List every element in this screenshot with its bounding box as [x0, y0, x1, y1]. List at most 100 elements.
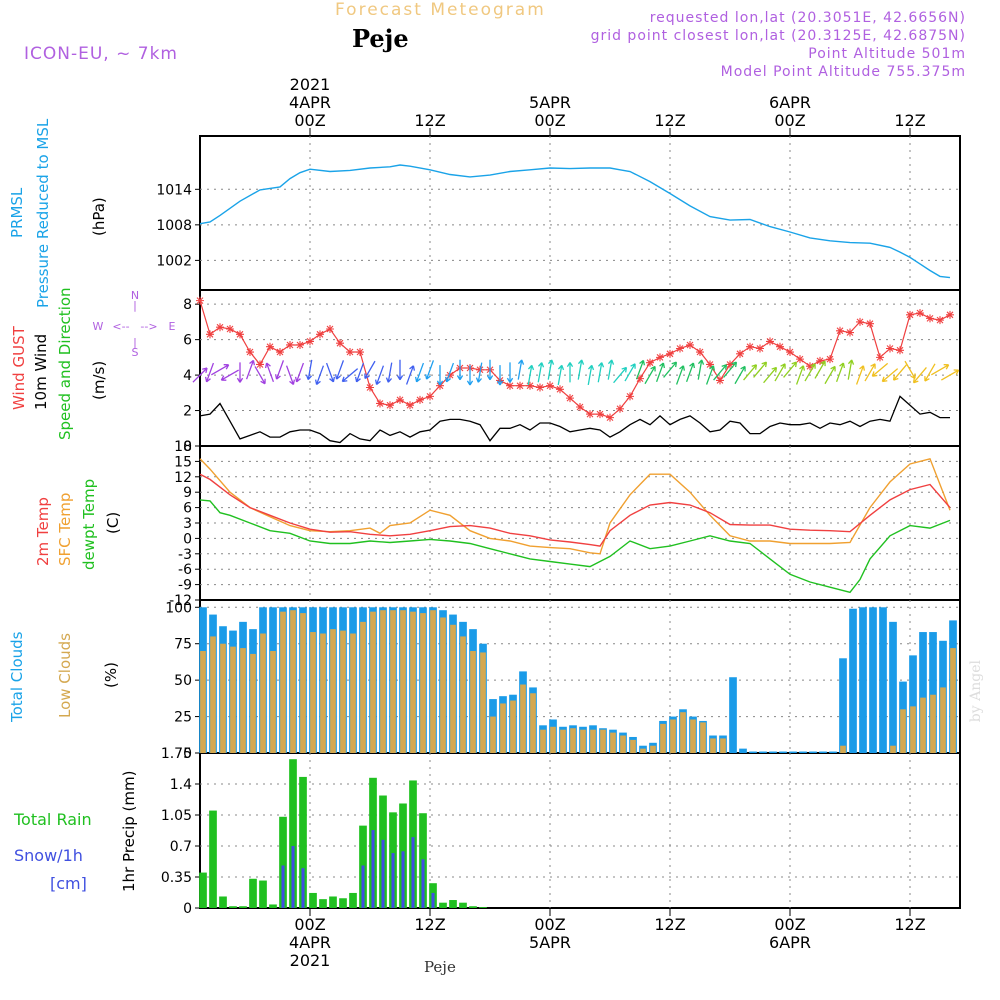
total-cloud-bar: [739, 748, 747, 753]
gust-marker: [636, 374, 644, 383]
total-cloud-bar: [759, 751, 767, 753]
low-cloud-bar: [360, 621, 366, 753]
wind-direction-arrow: [871, 362, 889, 377]
low-cloud-bar: [460, 636, 466, 753]
wind-direction-arrow: [783, 361, 798, 378]
bottom-time-label: 00Z: [294, 915, 325, 934]
rain-bar: [219, 896, 227, 908]
bottom-time-label: 12Z: [414, 915, 445, 934]
rain-bar: [479, 907, 487, 908]
ytick-label-pressure: 1014: [156, 182, 192, 198]
wind-direction-arrow: [713, 364, 728, 381]
low-cloud-bar: [560, 729, 566, 753]
wind-direction-arrow: [743, 364, 758, 381]
gust-marker: [856, 317, 864, 326]
gust-marker: [596, 410, 604, 419]
wind-direction-arrow: [912, 367, 927, 384]
ytick-label-temp: 15: [174, 454, 192, 470]
gust-marker: [546, 381, 554, 390]
compass-arrow-s: |: [133, 336, 137, 349]
wind-direction-arrow: [864, 363, 876, 382]
gust-marker: [356, 348, 364, 357]
low-cloud-bar: [580, 729, 586, 753]
low-cloud-bar: [690, 719, 696, 753]
wind-direction-arrow: [663, 361, 678, 378]
rain-bar: [309, 892, 317, 908]
gust-marker: [426, 392, 434, 401]
total-cloud-bar: [779, 751, 787, 753]
gust-marker: [536, 383, 544, 392]
compass-arrow-n: |: [133, 299, 137, 312]
low-cloud-bar: [210, 636, 216, 753]
total-cloud-bar: [879, 607, 887, 753]
wind-direction-arrow: [486, 359, 494, 381]
low-cloud-bar: [840, 745, 846, 753]
gust-marker: [446, 371, 454, 380]
wind-direction-arrow: [697, 359, 705, 380]
low-cloud-bar: [950, 648, 956, 753]
ytick-label-clouds: 25: [174, 710, 192, 726]
wind-direction-arrow: [734, 365, 746, 385]
wind-direction-arrow: [685, 362, 696, 383]
wind-direction-arrow: [705, 365, 716, 385]
ytick-label-precip: 0: [183, 901, 192, 917]
wind-direction-arrow: [285, 365, 296, 385]
gust-marker: [316, 330, 324, 339]
gust-marker: [276, 348, 284, 357]
gust-marker: [796, 355, 804, 364]
wind-line: [199, 395, 950, 444]
snow-bar: [411, 837, 415, 908]
panel-frame-pressure: [199, 135, 961, 291]
gust-marker: [766, 337, 774, 346]
wind-direction-arrow: [364, 360, 376, 380]
wind-direction-arrow: [424, 360, 435, 380]
model-point-altitude: Model Point Altitude 755.375m: [720, 64, 966, 80]
gust-marker: [366, 383, 374, 392]
wind-direction-arrow: [537, 362, 545, 383]
wind-direction-arrow: [405, 365, 416, 385]
ytick-label-precip: 1.4: [170, 777, 192, 793]
gust-marker: [816, 356, 824, 365]
low-cloud-bar: [890, 745, 896, 753]
panel-frame-precip: [199, 752, 961, 909]
wind-direction-arrow: [334, 360, 345, 380]
low-cloud-bar: [200, 651, 206, 753]
gust-marker: [216, 323, 224, 332]
low-cloud-bar: [900, 709, 906, 753]
low-cloud-bar: [390, 610, 396, 753]
rain-bar: [259, 880, 267, 908]
gust-marker: [306, 337, 314, 346]
t2m-line: [199, 473, 951, 547]
wind-direction-arrow: [723, 361, 738, 378]
ytick-label-temp: 12: [174, 470, 192, 486]
wind-direction-arrow: [753, 361, 768, 378]
ytick-label-temp: -3: [178, 547, 192, 563]
low-cloud-bar: [250, 653, 256, 753]
wind-direction-arrow: [941, 369, 960, 381]
wind-direction-arrow: [597, 362, 605, 383]
total-cloud-bar: [799, 751, 807, 753]
gust-marker: [206, 330, 214, 339]
wind-direction-arrow: [557, 364, 565, 386]
gust-marker: [866, 319, 874, 328]
low-cloud-bar: [480, 652, 486, 753]
low-cloud-bar: [720, 738, 726, 753]
wind-direction-arrow: [204, 362, 215, 383]
total-cloud-bar: [929, 632, 937, 753]
wind-direction-arrow: [517, 359, 525, 380]
wind-direction-arrow: [763, 366, 778, 384]
wind-direction-arrow: [314, 365, 325, 385]
gust-marker: [406, 401, 414, 410]
ytick-label-temp: 3: [183, 516, 192, 532]
low-cloud-bar: [340, 630, 346, 753]
snow-bar: [431, 892, 435, 908]
rain-label: Total Rain: [14, 810, 92, 829]
gust-marker: [576, 403, 584, 411]
low-cloud-bar: [270, 651, 276, 753]
gust-marker: [346, 348, 354, 357]
snow-bar: [401, 851, 405, 908]
rain-bar: [249, 878, 257, 908]
gust-marker: [946, 310, 954, 319]
gust-marker: [896, 346, 904, 355]
